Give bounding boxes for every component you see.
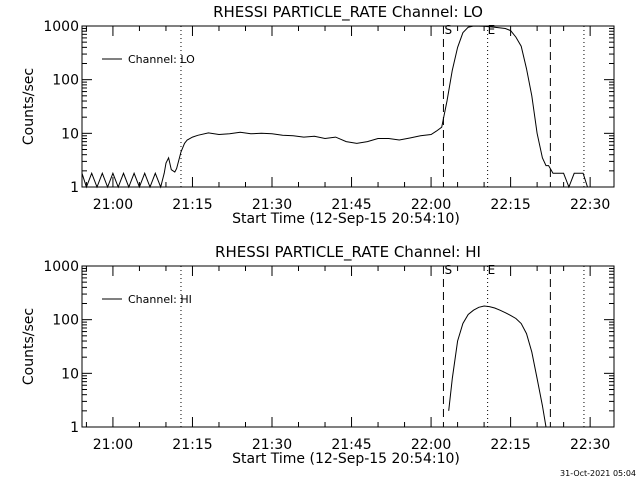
y-tick-label: 1 (70, 180, 79, 196)
x-tick-label: 21:15 (172, 437, 212, 453)
y-axis-label: Counts/sec (21, 68, 37, 145)
y-tick-label: 1 (70, 420, 79, 436)
chart-panel-1: RHESSI PARTICLE_RATE Channel: LO 1 10 100 10… (21, 3, 615, 227)
plot-frame (81, 25, 615, 188)
x-axis-label: Start Time (12-Sep-15 20:54:10) (232, 211, 460, 227)
y-tick-label: 10 (61, 126, 79, 142)
x-tick-label: 21:00 (93, 197, 133, 213)
x-tick-label: 22:15 (490, 197, 530, 213)
legend-entry: Channel: LO (128, 53, 195, 66)
legend-entry: Channel: HI (128, 293, 192, 306)
marker-label-end: E (488, 23, 496, 37)
marker-label-start: S (444, 23, 452, 37)
y-tick-label: 1000 (43, 259, 79, 275)
x-tick-label: 22:00 (411, 437, 451, 453)
x-axis-label: Start Time (12-Sep-15 20:54:10) (232, 451, 460, 467)
x-tick-label: 22:00 (411, 197, 451, 213)
x-tick-label: 21:00 (93, 437, 133, 453)
y-tick-label: 100 (52, 73, 79, 89)
y-tick-label: 1000 (43, 19, 79, 35)
series-line (81, 25, 588, 189)
footer-timestamp: 31-Oct-2021 05:04 (560, 469, 636, 478)
chart-title: RHESSI PARTICLE_RATE Channel: LO (213, 3, 483, 22)
x-tick-label: 21:45 (331, 197, 371, 213)
x-tick-label: 22:30 (570, 197, 610, 213)
marker-label-end: E (488, 263, 496, 277)
y-tick-label: 100 (52, 313, 79, 329)
x-tick-label: 21:30 (252, 437, 292, 453)
marker-label-start: S (444, 263, 452, 277)
x-tick-label: 21:45 (331, 437, 371, 453)
series-line (448, 305, 547, 428)
x-tick-label: 21:15 (172, 197, 212, 213)
x-tick-label: 22:30 (570, 437, 610, 453)
x-tick-label: 22:15 (490, 437, 530, 453)
chart-title: RHESSI PARTICLE_RATE Channel: HI (215, 243, 481, 262)
y-axis-label: Counts/sec (21, 308, 37, 385)
chart-panel-2: RHESSI PARTICLE_RATE Channel: HI 1 10 100 10… (21, 243, 615, 467)
y-tick-label: 10 (61, 366, 79, 382)
plot-frame (81, 265, 615, 428)
chart-panels: RHESSI PARTICLE_RATE Channel: LO 1 10 100 10… (21, 3, 615, 467)
x-tick-label: 21:30 (252, 197, 292, 213)
